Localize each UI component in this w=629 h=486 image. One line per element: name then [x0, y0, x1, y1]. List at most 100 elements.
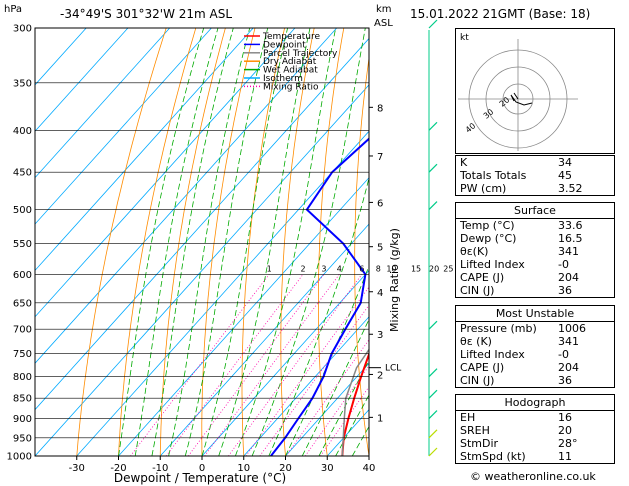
- pressure-tick-label: 700: [13, 325, 32, 336]
- pressure-tick-label: 400: [13, 126, 32, 137]
- datetime-title: 15.01.2022 21GMT (Base: 18): [410, 7, 590, 21]
- indices-table: K 34 Totals Totals 45 PW (cm) 3.52: [455, 155, 615, 196]
- hodo-row: StmSpd (kt) 11: [460, 450, 572, 463]
- mixing-ratio-line: [228, 274, 363, 456]
- pressure-tick-label: 500: [13, 205, 32, 216]
- wind-barb: [428, 368, 438, 378]
- pressure-tick-label: 1000: [7, 452, 32, 463]
- mixing-ratio-line: [285, 339, 369, 456]
- x-tick-label: 0: [199, 463, 205, 474]
- mixing-ratio-label: 1: [267, 264, 272, 273]
- location-title: -34°49'S 301°32'W 21m ASL: [60, 7, 232, 21]
- mixing-ratio-label: 20: [429, 264, 439, 273]
- legend-label: Wet Adiabat: [263, 66, 318, 76]
- wind-barb: [428, 410, 438, 419]
- wind-barb: [428, 389, 438, 399]
- x-tick-label: 10: [237, 463, 250, 474]
- mu-row: CIN (J) 36: [460, 374, 572, 387]
- pressure-tick-label: 850: [13, 394, 32, 405]
- index-row: PW (cm) 3.52: [460, 182, 583, 195]
- wet-adiabat-line: [301, 318, 369, 456]
- km-label: km: [376, 4, 392, 15]
- mixing-ratio-label: 4: [337, 264, 342, 273]
- pressure-tick-label: 350: [13, 78, 32, 89]
- x-axis-label: Dewpoint / Temperature (°C): [114, 471, 286, 485]
- asl-label: ASL: [374, 18, 393, 29]
- wind-barb: [428, 447, 438, 457]
- wind-barb: [428, 19, 438, 29]
- km-tick-label: 8: [377, 103, 383, 114]
- index-row: Totals Totals 45: [460, 169, 572, 182]
- dry-adiabat-line: [354, 55, 369, 456]
- isotherm-line: [35, 28, 212, 225]
- km-tick-label: 3: [377, 330, 383, 341]
- surface-row: CIN (J) 36: [460, 284, 572, 297]
- surface-row: θε(K) 341: [460, 245, 579, 258]
- mixing-ratio-label: 6: [359, 264, 364, 273]
- hodo-row: EH 16: [460, 411, 572, 424]
- pressure-tick-label: 950: [13, 433, 32, 444]
- km-tick-label: 7: [377, 152, 383, 163]
- pressure-tick-label: 900: [13, 414, 32, 425]
- pressure-tick-label: 600: [13, 270, 32, 281]
- parcel-trajectory-line: [341, 348, 369, 456]
- hodograph-unit-label: kt: [460, 33, 469, 43]
- hodograph-table-title: Hodograph: [456, 395, 614, 411]
- pressure-tick-label: 750: [13, 349, 32, 360]
- wet-adiabat-line: [235, 28, 337, 456]
- wet-adiabat-line: [118, 28, 205, 456]
- wind-barb: [428, 429, 438, 439]
- x-tick-label: -10: [152, 463, 168, 474]
- isotherm-line: [76, 130, 369, 456]
- most-unstable-title: Most Unstable: [456, 306, 614, 322]
- legend-label: Isotherm: [263, 74, 303, 84]
- mu-row: Pressure (mb) 1006: [460, 322, 586, 335]
- km-tick-label: 5: [377, 243, 383, 254]
- mu-row: θε (K) 341: [460, 335, 579, 348]
- surface-row: CAPE (J) 204: [460, 271, 579, 284]
- hpa-label: hPa: [4, 4, 22, 15]
- isotherm-line: [35, 84, 369, 456]
- dry-adiabat-line: [317, 28, 345, 456]
- hodograph-trace: [510, 94, 533, 106]
- isotherm-line: [35, 28, 170, 179]
- mixing-ratio-line: [204, 274, 340, 456]
- dry-adiabat-line: [201, 28, 256, 456]
- surface-table: Surface Temp (°C) 33.6 Dewp (°C) 16.5 θε(K…: [455, 202, 615, 298]
- dry-adiabat-line: [159, 28, 226, 456]
- most-unstable-table: Most Unstable Pressure (mb) 1006 θε (K) 34…: [455, 305, 615, 388]
- km-tick-label: 6: [377, 198, 383, 209]
- wind-barb: [428, 320, 438, 330]
- legend-label: Dewpoint: [263, 40, 306, 50]
- mixing-ratio-line: [245, 286, 369, 456]
- pressure-tick-label: 550: [13, 239, 32, 250]
- wet-adiabat-line: [184, 28, 269, 456]
- mixing-ratio-line: [165, 274, 304, 456]
- wet-adiabat-line: [318, 359, 369, 456]
- wet-adiabat-line: [335, 394, 369, 456]
- dry-adiabat-line: [118, 28, 197, 456]
- hodograph-table: Hodograph EH 16 SREH 20 StmDir 28° StmSpd (…: [455, 394, 615, 464]
- mixing-ratio-label: 8: [376, 264, 381, 273]
- isotherm-line: [35, 28, 296, 318]
- mu-row: Lifted Index -0: [460, 348, 569, 361]
- km-tick-label: 4: [377, 288, 383, 299]
- legend-label: Temperature: [262, 32, 320, 42]
- mixing-ratio-line: [187, 274, 325, 456]
- mixing-ratio-label: 3: [321, 264, 326, 273]
- pressure-tick-label: 800: [13, 372, 32, 383]
- mixing-ratio-label: 25: [443, 264, 453, 273]
- hodograph-plot: kt 40 30 20: [458, 33, 578, 151]
- wet-adiabat-line: [151, 28, 234, 456]
- wind-barb: [428, 201, 438, 211]
- x-tick-label: -30: [69, 463, 85, 474]
- lcl-label: LCL: [385, 364, 401, 374]
- surface-row: Lifted Index -0: [460, 258, 569, 271]
- mixing-ratio-axis-label: Mixing Ratio (g/kg): [388, 228, 401, 332]
- mixing-ratio-label: 15: [411, 264, 421, 273]
- x-tick-label: 40: [363, 463, 376, 474]
- isotherm-line: [159, 223, 369, 456]
- mu-row: CAPE (J) 204: [460, 361, 579, 374]
- hodo-row: SREH 20: [460, 424, 572, 437]
